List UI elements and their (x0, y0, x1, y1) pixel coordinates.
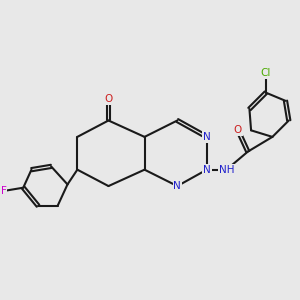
Text: F: F (1, 186, 7, 196)
Text: N: N (173, 181, 181, 191)
Text: NH: NH (219, 165, 234, 175)
Text: O: O (104, 94, 112, 104)
Text: N: N (203, 165, 211, 175)
Text: Cl: Cl (261, 68, 271, 78)
Text: O: O (234, 125, 242, 135)
Text: N: N (203, 132, 211, 142)
